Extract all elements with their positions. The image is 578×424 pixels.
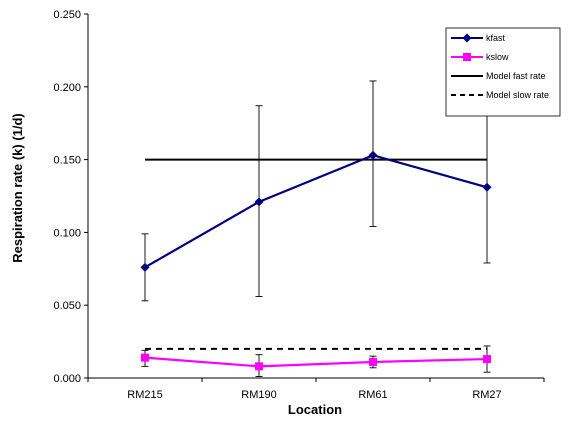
x-tick-label: RM190 [241,389,276,401]
legend-item-kslow: kslow [451,52,509,62]
legend-box [445,27,561,117]
y-tick-label: 0.000 [53,373,81,385]
data-point [482,182,492,192]
legend-label: Model slow rate [486,90,549,100]
legend-item-model-slow-rate: Model slow rate [451,90,549,100]
legend: kfast kslow Model fast rate Model slow rate [445,27,561,117]
legend-item-kfast: kfast [451,33,506,43]
data-point [368,150,378,160]
legend-marker [462,33,472,43]
x-axis-ticks: RM215 RM190 RM61 RM27 [87,378,545,401]
data-point [141,353,149,362]
data-point [369,357,377,366]
x-tick-label: RM61 [358,389,387,401]
legend-label: Model fast rate [486,71,546,81]
data-point [254,197,264,207]
y-tick-label: 0.100 [53,227,81,239]
y-axis-ticks: 0.000 0.050 0.100 0.150 0.200 0.250 [53,9,88,385]
series-line [144,356,488,368]
y-tick-label: 0.150 [53,155,81,167]
legend-label: kslow [486,52,509,62]
y-axis-title: Respiration rate (k) (1/d) [10,113,25,263]
series-kfast [140,80,492,302]
series-line [144,154,488,269]
x-tick-label: RM27 [472,389,501,401]
x-axis-title: Location [288,402,342,417]
legend-item-model-fast-rate: Model fast rate [451,71,546,81]
y-tick-label: 0.200 [53,82,81,94]
legend-label: kfast [486,33,506,43]
data-point [483,355,491,364]
data-point [140,262,150,272]
legend-marker [463,53,471,61]
series-layer [140,80,492,377]
series-kslow [141,345,491,377]
x-tick-label: RM215 [127,389,162,401]
y-tick-label: 0.050 [53,300,81,312]
y-tick-label: 0.250 [53,9,81,21]
data-point [255,362,263,371]
